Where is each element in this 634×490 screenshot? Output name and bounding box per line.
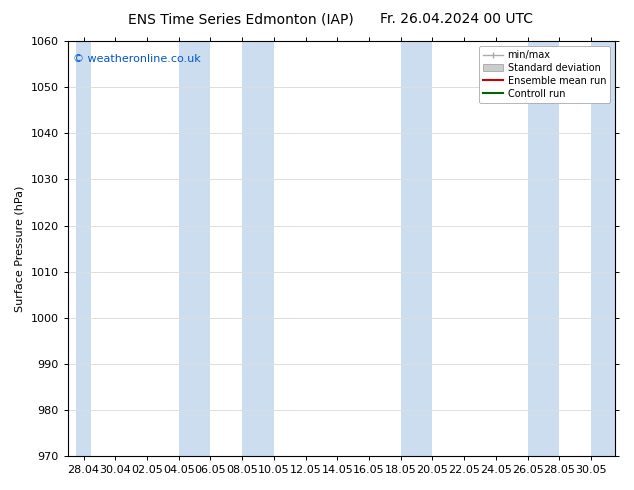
Bar	[179, 41, 210, 456]
Bar	[75, 41, 91, 456]
Text: ENS Time Series Edmonton (IAP): ENS Time Series Edmonton (IAP)	[128, 12, 354, 26]
Text: Fr. 26.04.2024 00 UTC: Fr. 26.04.2024 00 UTC	[380, 12, 533, 26]
Legend: min/max, Standard deviation, Ensemble mean run, Controll run: min/max, Standard deviation, Ensemble me…	[479, 46, 610, 102]
Bar	[527, 41, 559, 456]
Text: © weatheronline.co.uk: © weatheronline.co.uk	[73, 54, 201, 64]
Bar	[242, 41, 274, 456]
Bar	[591, 41, 615, 456]
Y-axis label: Surface Pressure (hPa): Surface Pressure (hPa)	[15, 185, 25, 312]
Bar	[401, 41, 432, 456]
